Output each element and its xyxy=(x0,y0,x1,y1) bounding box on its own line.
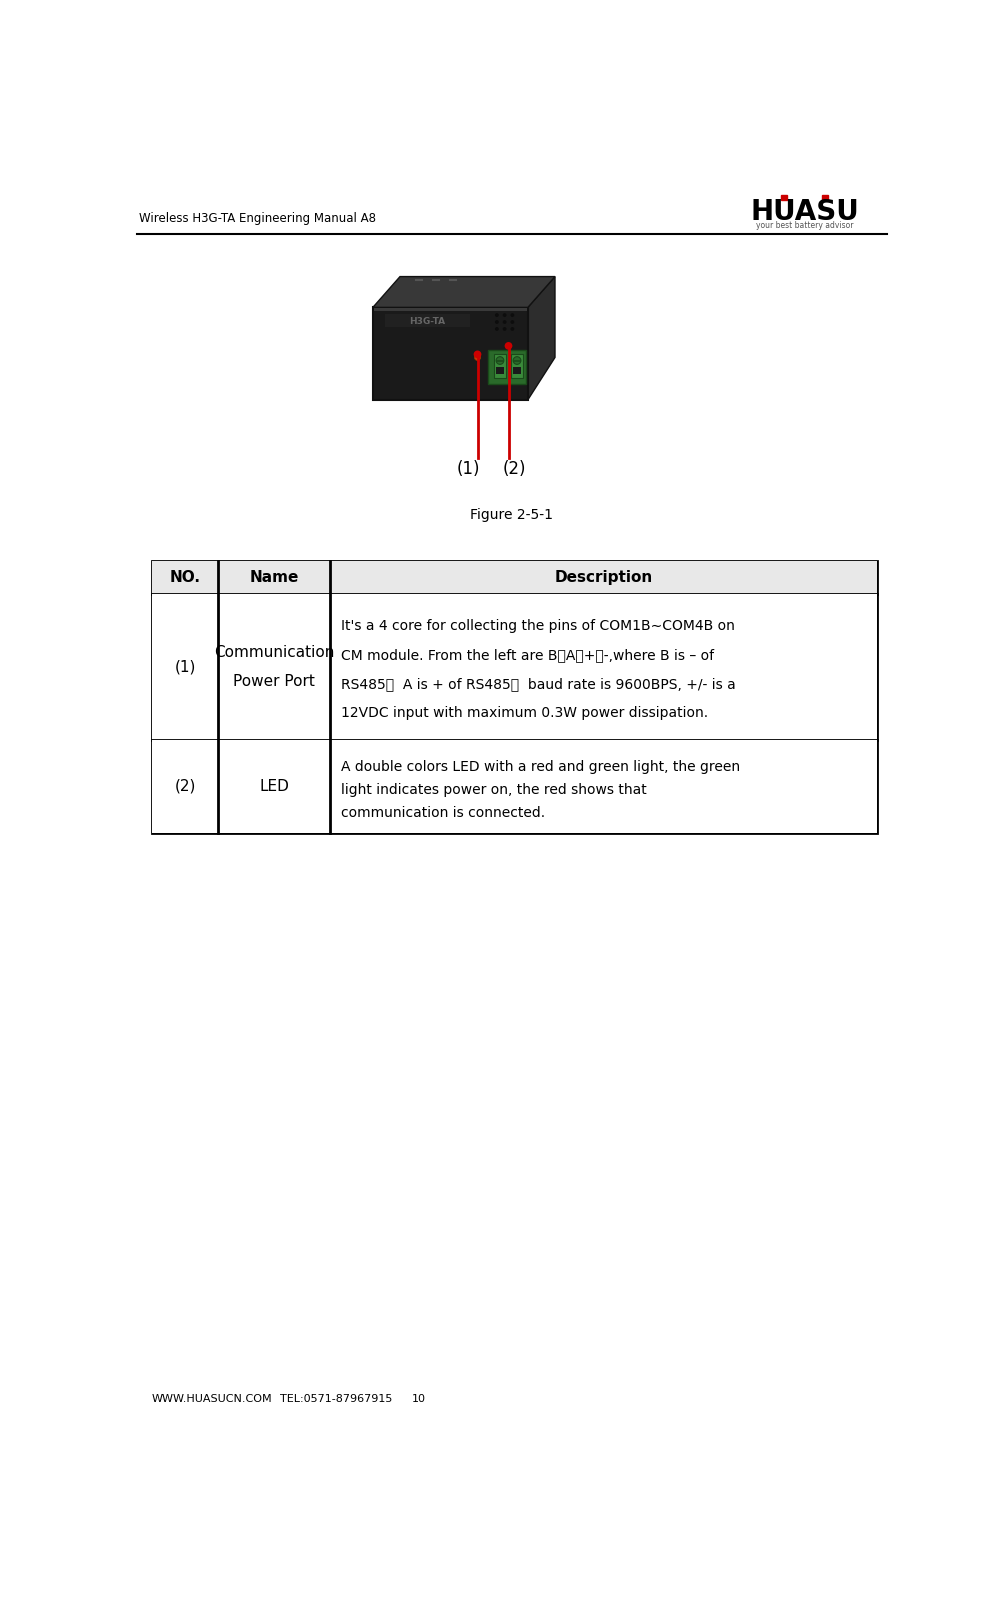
Circle shape xyxy=(502,328,506,331)
Circle shape xyxy=(502,313,506,317)
Circle shape xyxy=(504,342,512,350)
Bar xyxy=(152,740,877,833)
Text: Figure 2-5-1: Figure 2-5-1 xyxy=(471,508,553,523)
Circle shape xyxy=(513,357,520,365)
Bar xyxy=(513,366,520,374)
Polygon shape xyxy=(527,277,555,400)
Text: H3G-TA: H3G-TA xyxy=(409,317,446,326)
Text: It's a 4 core for collecting the pins of COM1B∼COM4B on: It's a 4 core for collecting the pins of… xyxy=(341,619,735,633)
Circle shape xyxy=(475,355,481,360)
Text: CM module. From the left are B、A、+、-,where B is – of: CM module. From the left are B、A、+、-,whe… xyxy=(341,648,714,662)
Circle shape xyxy=(510,328,514,331)
Text: (2): (2) xyxy=(502,461,526,478)
Bar xyxy=(374,309,527,312)
Bar xyxy=(488,350,526,384)
Bar xyxy=(152,561,877,833)
Bar xyxy=(385,313,470,328)
Text: Name: Name xyxy=(250,571,299,585)
Text: Description: Description xyxy=(554,571,652,585)
Text: your best battery advisor: your best battery advisor xyxy=(756,221,853,230)
Text: WWW.HUASUCN.COM: WWW.HUASUCN.COM xyxy=(152,1394,273,1404)
Text: RS485，  A is + of RS485，  baud rate is 9600BPS, +/- is a: RS485， A is + of RS485， baud rate is 960… xyxy=(341,678,736,691)
Circle shape xyxy=(497,357,503,365)
Text: A double colors LED with a red and green light, the green: A double colors LED with a red and green… xyxy=(341,760,740,774)
Text: 12VDC input with maximum 0.3W power dissipation.: 12VDC input with maximum 0.3W power diss… xyxy=(341,707,708,721)
Polygon shape xyxy=(373,277,555,307)
Bar xyxy=(373,307,527,400)
Text: (2): (2) xyxy=(174,779,196,793)
Circle shape xyxy=(495,313,499,317)
Text: communication is connected.: communication is connected. xyxy=(341,806,545,820)
Bar xyxy=(494,353,506,379)
Text: TEL:0571-87967915: TEL:0571-87967915 xyxy=(280,1394,393,1404)
Circle shape xyxy=(510,320,514,325)
Bar xyxy=(497,366,503,374)
Text: 10: 10 xyxy=(412,1394,426,1404)
Text: HUASU: HUASU xyxy=(750,198,859,225)
Circle shape xyxy=(502,320,506,325)
Bar xyxy=(152,593,877,740)
Text: light indicates power on, the red shows that: light indicates power on, the red shows … xyxy=(341,784,646,796)
Circle shape xyxy=(510,313,514,317)
Bar xyxy=(152,561,877,593)
Bar xyxy=(822,195,828,200)
Text: (1): (1) xyxy=(174,659,196,675)
Circle shape xyxy=(474,350,482,358)
Circle shape xyxy=(495,320,499,325)
Circle shape xyxy=(495,328,499,331)
Bar xyxy=(510,353,523,379)
Text: LED: LED xyxy=(259,779,289,793)
Text: NO.: NO. xyxy=(170,571,201,585)
Text: Wireless H3G-TA Engineering Manual A8: Wireless H3G-TA Engineering Manual A8 xyxy=(139,213,376,225)
Text: Communication
Power Port: Communication Power Port xyxy=(214,644,335,689)
Text: (1): (1) xyxy=(457,461,480,478)
Bar xyxy=(781,195,787,200)
